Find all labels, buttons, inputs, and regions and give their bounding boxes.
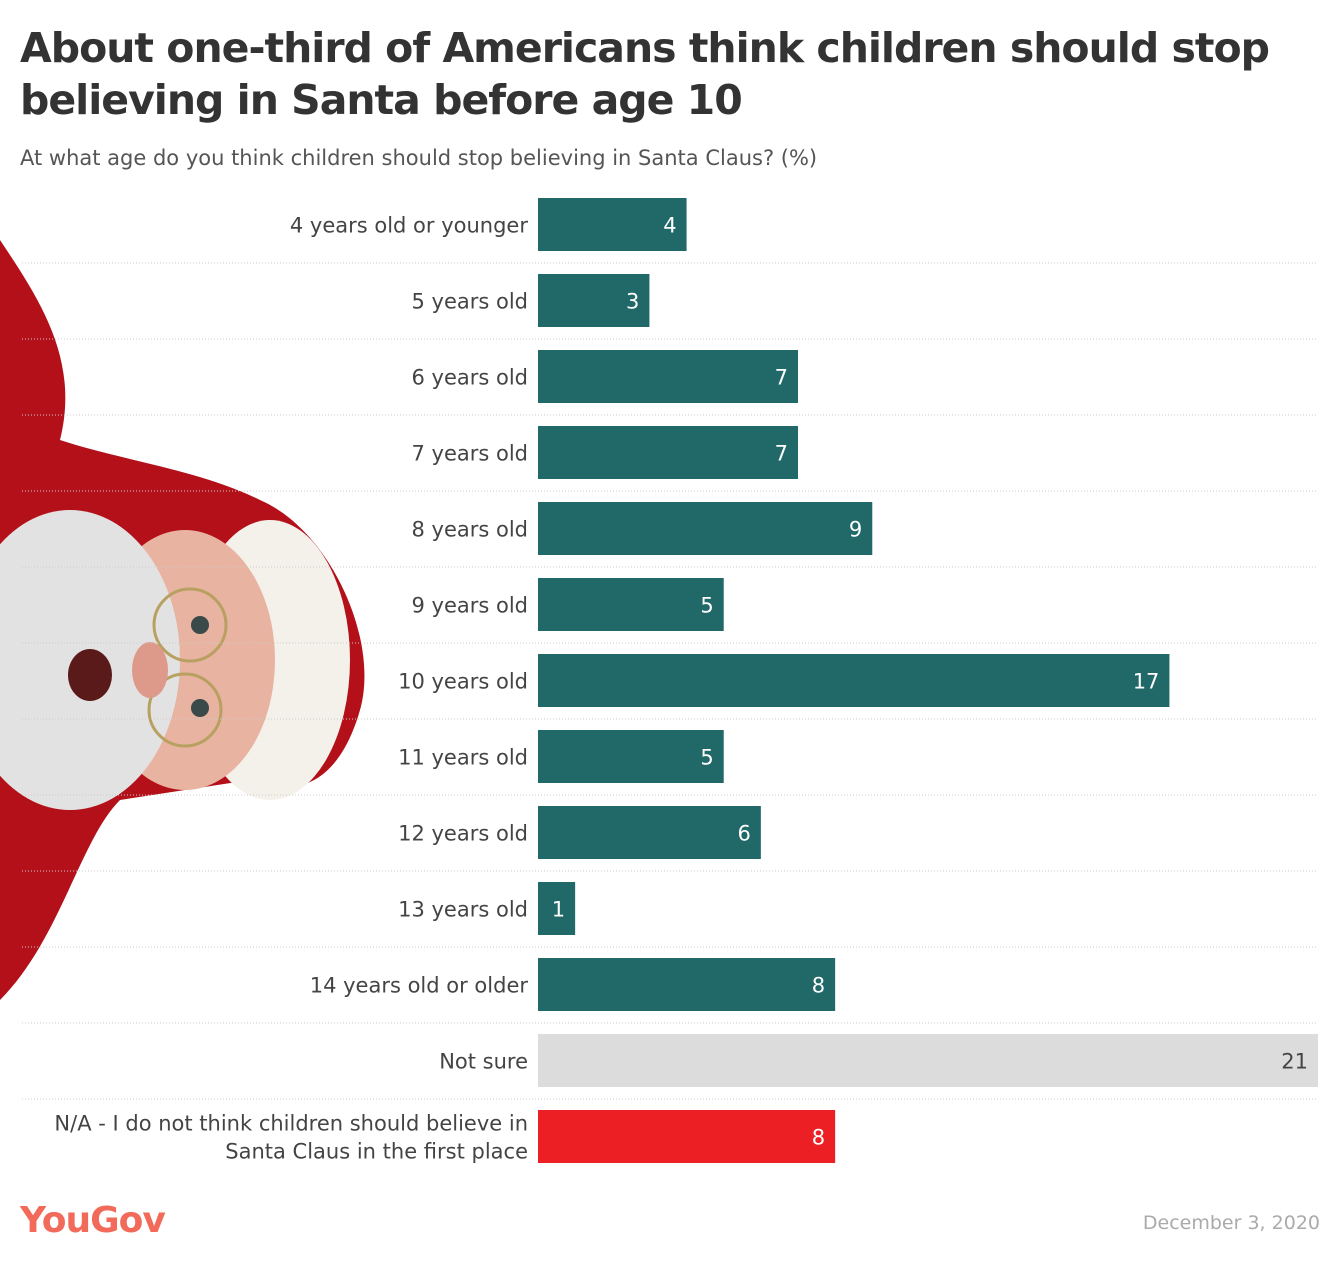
category-label: 9 years old	[411, 594, 528, 618]
bar	[538, 958, 836, 1011]
data-label: 1	[552, 898, 565, 922]
category-label: 10 years old	[398, 670, 528, 694]
data-label: 8	[812, 974, 825, 998]
bar	[538, 502, 873, 555]
category-label: 13 years old	[398, 898, 528, 922]
data-label: 5	[700, 746, 713, 770]
data-label: 17	[1133, 670, 1160, 694]
yougov-logo: YouGov	[20, 1200, 166, 1241]
data-label: 9	[849, 518, 862, 542]
bar	[538, 426, 798, 479]
bar	[538, 806, 761, 859]
data-label: 6	[737, 822, 750, 846]
data-label: 8	[812, 1126, 825, 1150]
data-label: 3	[626, 290, 639, 314]
data-label: 7	[775, 366, 788, 390]
category-label: 12 years old	[398, 822, 528, 846]
bar	[538, 654, 1170, 707]
bar	[538, 350, 798, 403]
data-label: 7	[775, 442, 788, 466]
chart-subtitle: At what age do you think children should…	[20, 146, 818, 170]
chart-title: About one-third of Americans think child…	[20, 24, 1270, 124]
santa-illustration	[0, 240, 365, 1000]
bar	[538, 1110, 836, 1163]
data-label: 4	[663, 214, 676, 238]
category-label: 11 years old	[398, 746, 528, 770]
bar	[538, 882, 576, 935]
bar	[538, 198, 687, 251]
category-label: N/A - I do not think children should bel…	[54, 1112, 528, 1164]
bar	[538, 730, 724, 783]
category-label: 8 years old	[411, 518, 528, 542]
category-label: 4 years old or younger	[290, 214, 528, 238]
category-label: 14 years old or older	[310, 974, 529, 998]
bar	[538, 1034, 1318, 1087]
data-label: 21	[1281, 1050, 1308, 1074]
bar	[538, 274, 650, 327]
data-label: 5	[700, 594, 713, 618]
category-label: 6 years old	[411, 366, 528, 390]
bar	[538, 578, 724, 631]
category-label: Not sure	[439, 1050, 528, 1074]
category-label: 7 years old	[411, 442, 528, 466]
category-label: 5 years old	[411, 290, 528, 314]
publish-date: December 3, 2020	[1142, 1212, 1320, 1234]
